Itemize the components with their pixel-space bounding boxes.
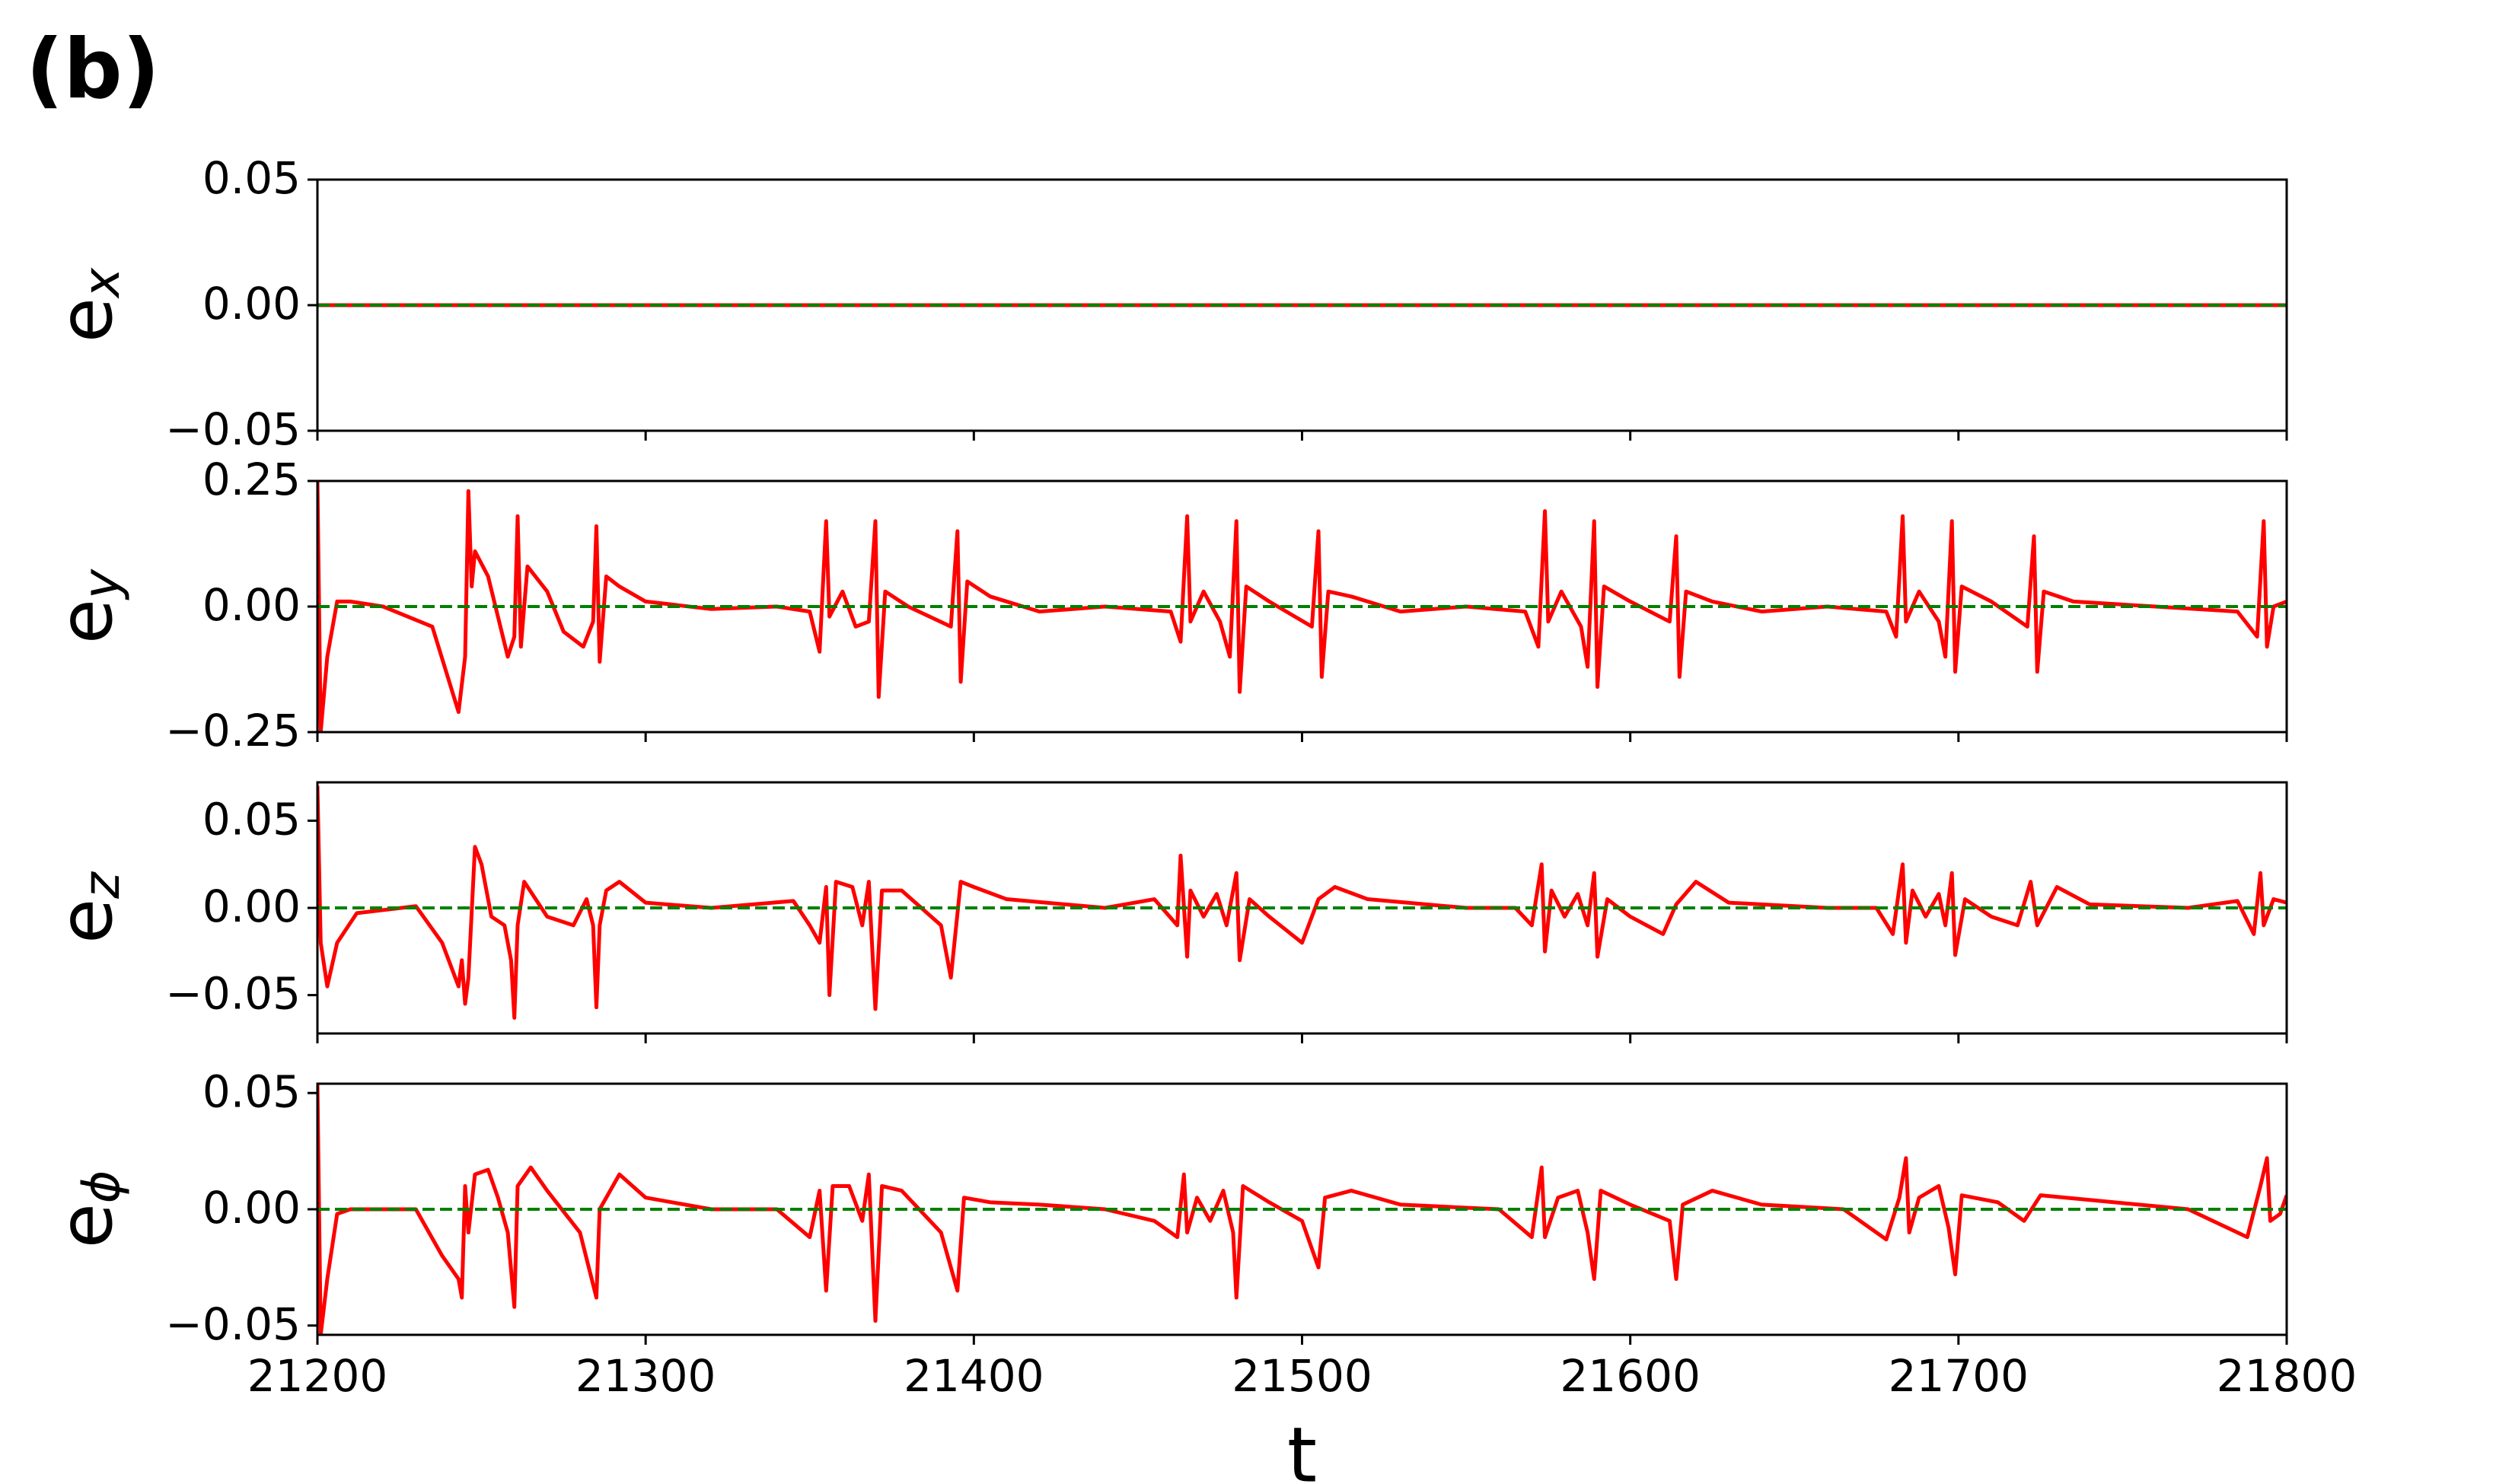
y-axis-label-subscript: y xyxy=(72,568,131,600)
y-axis-label-subscript: z xyxy=(72,871,131,900)
y-tick-label: −0.05 xyxy=(165,968,301,1020)
y-tick-label: 0.00 xyxy=(202,1182,301,1234)
y-tick-label: −0.05 xyxy=(165,1298,301,1350)
x-tick-label: 21200 xyxy=(247,1350,388,1402)
data-line xyxy=(317,785,2287,1020)
x-axis-label: t xyxy=(1287,1410,1317,1484)
y-tick-label: 0.05 xyxy=(202,1065,301,1117)
x-tick-label: 21800 xyxy=(2217,1350,2357,1402)
panel-label: (b) xyxy=(26,22,160,117)
y-tick-label: 0.25 xyxy=(202,454,301,505)
y-tick-label: 0.00 xyxy=(202,579,301,631)
y-tick-label: −0.05 xyxy=(165,403,301,455)
y-axis-label-main: e xyxy=(43,1203,129,1248)
x-tick-label: 21400 xyxy=(904,1350,1044,1402)
y-axis-label: eϕ xyxy=(43,1170,131,1249)
y-axis-label-main: e xyxy=(43,298,129,342)
y-axis-label-main: e xyxy=(43,599,129,644)
y-tick-label: 0.05 xyxy=(202,794,301,845)
y-axis-label: ez xyxy=(43,871,131,944)
y-tick-label: 0.00 xyxy=(202,278,301,330)
y-axis-label-main: e xyxy=(43,899,129,944)
x-tick-label: 21700 xyxy=(1889,1350,2029,1402)
y-tick-label: −0.25 xyxy=(165,705,301,756)
y-tick-label: 0.00 xyxy=(202,881,301,932)
x-tick-label: 21600 xyxy=(1560,1350,1701,1402)
y-axis-label-subscript: ϕ xyxy=(72,1170,131,1204)
y-axis-label-subscript: x xyxy=(72,267,131,299)
x-tick-label: 21500 xyxy=(1232,1350,1372,1402)
data-line xyxy=(317,1084,2287,1335)
y-axis-label: ey xyxy=(43,568,131,644)
y-axis-label: ex xyxy=(43,267,131,342)
y-tick-label: 0.05 xyxy=(202,152,301,204)
x-tick-label: 21300 xyxy=(575,1350,716,1402)
